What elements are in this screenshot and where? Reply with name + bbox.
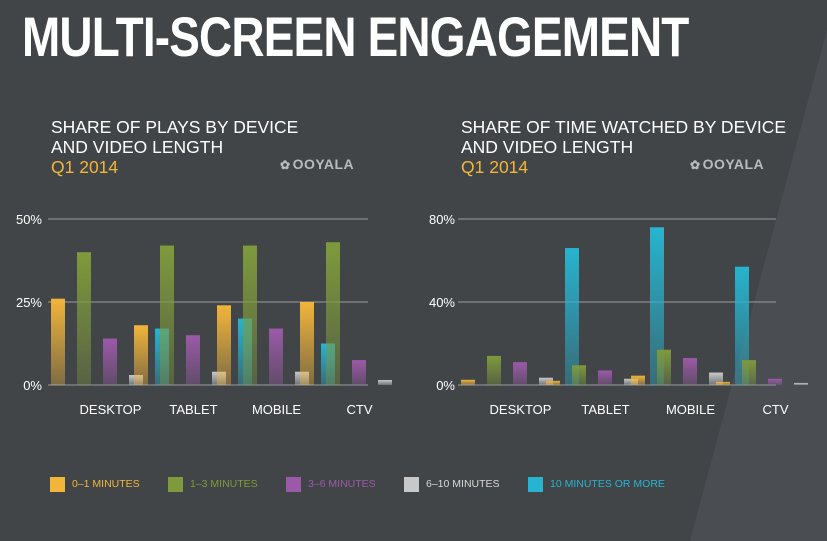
chart1-subtitle: Q1 2014 [51,157,119,177]
legend-swatch [286,477,301,492]
bar-mobile-series-0 [217,305,231,385]
bar-desktop-series-0 [461,379,475,385]
bar-ctv-series-3 [378,380,392,385]
chart1-brand-logo: ✿ OOYALA [280,156,354,172]
x-tick-label: DESKTOP [80,402,142,417]
x-tick-label: TABLET [581,402,629,417]
bar-ctv-series-2 [768,378,782,385]
legend-label: 3–6 MINUTES [308,478,376,490]
bar-tablet-series-0 [134,325,148,385]
bar-tablet-series-2 [186,335,200,385]
bar-ctv-series-0 [300,302,314,385]
legend-swatch [168,477,183,492]
x-tick-label: CTV [347,402,373,417]
x-tick-label: DESKTOP [490,402,552,417]
chart-plays-by-device: 50% 25% 0% DESKTOP TABLET MOBILE CTV [16,212,392,417]
x-tick-label: TABLET [169,402,217,417]
chart-time-watched-by-device: 80% 40% 0% DESKTOP TABLET MOBILE CTV [429,212,808,417]
bar-desktop-series-1 [77,252,91,385]
y-tick-label: 0% [436,378,455,393]
bar-ctv-series-1 [326,242,340,385]
bar-mobile-series-2 [269,328,283,385]
bar-tablet-series-0 [546,380,560,385]
bar-ctv-series-2 [352,360,366,385]
x-tick-label: CTV [763,402,789,417]
x-tick-label: MOBILE [666,402,715,417]
bar-mobile-series-2 [683,358,697,385]
bar-ctv-series-0 [716,381,730,385]
y-tick-label: 80% [429,212,455,227]
chart1-title: SHARE OF PLAYS BY DEVICE AND VIDEO LENGT… [51,117,298,177]
page-title: MULTI-SCREEN ENGAGEMENT [22,5,689,68]
legend-label: 10 MINUTES OR MORE [550,478,665,490]
bar-tablet-series-1 [572,365,586,385]
chart2-brand-logo: ✿ OOYALA [690,156,764,172]
legend-swatch [404,477,419,492]
chart2-brand-text: OOYALA [702,156,765,172]
bar-tablet-series-2 [598,370,612,385]
bar-ctv-series-3 [794,382,808,385]
y-tick-label: 50% [16,212,42,227]
legend-label: 1–3 MINUTES [190,478,258,490]
chart2-title: SHARE OF TIME WATCHED BY DEVICE AND VIDE… [461,117,786,177]
legend-label: 0–1 MINUTES [72,478,140,490]
bar-mobile-series-1 [243,245,257,385]
legend-swatch [50,477,65,492]
y-tick-label: 40% [429,295,455,310]
bar-ctv-series-1 [742,360,756,385]
ooyala-logo-icon: ✿ [690,158,701,172]
bar-mobile-series-1 [657,349,671,385]
ooyala-logo-icon: ✿ [280,158,291,172]
y-tick-label: 25% [16,295,42,310]
bar-desktop-series-0 [51,298,65,385]
bar-desktop-series-1 [487,355,501,385]
legend-label: 6–10 MINUTES [426,478,500,490]
bar-tablet-series-4 [650,227,664,385]
legend-swatch [528,477,543,492]
chart2-subtitle: Q1 2014 [461,157,529,177]
bar-tablet-series-1 [160,245,174,385]
bar-desktop-series-2 [103,338,117,385]
chart1-title-line1: SHARE OF PLAYS BY DEVICE [51,117,299,137]
y-tick-label: 0% [23,378,42,393]
bar-desktop-series-2 [513,362,527,385]
chart2-title-line1: SHARE OF TIME WATCHED BY DEVICE [461,117,787,137]
chart1-brand-text: OOYALA [292,156,355,172]
bar-mobile-series-4 [735,266,749,385]
chart1-title-line2: AND VIDEO LENGTH [51,137,224,157]
chart2-title-line2: AND VIDEO LENGTH [461,137,634,157]
x-tick-label: MOBILE [252,402,301,417]
bar-desktop-series-4 [565,248,579,385]
bar-mobile-series-0 [631,375,645,385]
